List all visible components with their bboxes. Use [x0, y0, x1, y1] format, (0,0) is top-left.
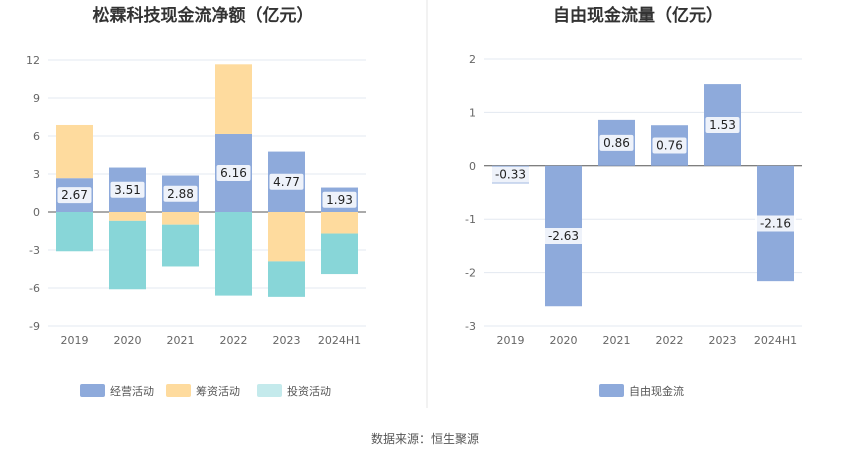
free-cash-flow-data-label-bg: [543, 228, 584, 245]
free-cash-flow-y-tick-label: 1: [469, 106, 476, 119]
free-cash-flow-data-label: -0.33: [495, 168, 526, 182]
free-cash-flow-x-tick-label: 2024H1: [754, 334, 797, 347]
free-cash-flow-chart: 自由现金流量（亿元） 2 1 0 -1 -2 -3 -0.33 -2.63 0.86 0.76 1…: [465, 5, 802, 398]
data-source-note: 数据来源：恒生聚源: [371, 431, 479, 446]
free-cash-flow-x-tick-label: 2020: [550, 334, 578, 347]
free-cash-flow-x-ticks: 2019 2020 2021 2022 2023 2024H1: [497, 334, 798, 347]
cash-flow-legend-label[interactable]: 经营活动: [110, 384, 154, 398]
free-cash-flow-y-tick-label: -3: [465, 320, 476, 333]
cash-flow-bar-投资活动-2020[interactable]: [109, 220, 146, 290]
free-cash-flow-data-label-bg: [599, 134, 634, 151]
cash-flow-legend-label[interactable]: 筹资活动: [196, 384, 240, 398]
free-cash-flow-chart-title: 自由现金流量（亿元）: [553, 5, 723, 26]
cash-flow-x-tick-label: 2022: [220, 334, 248, 347]
cash-flow-y-tick-label: -6: [29, 282, 40, 295]
cash-flow-data-label-bg: [110, 181, 145, 198]
cash-flow-legend[interactable]: 经营活动 筹资活动 投资活动: [80, 384, 331, 398]
cash-flow-bar-筹资活动-2024H1[interactable]: [321, 212, 358, 234]
free-cash-flow-y-tick-label: 0: [469, 160, 476, 173]
free-cash-flow-x-tick-label: 2023: [709, 334, 737, 347]
free-cash-flow-legend[interactable]: 自由现金流: [599, 384, 684, 398]
cash-flow-data-label: 1.93: [326, 193, 353, 207]
cash-flow-x-tick-label: 2019: [61, 334, 89, 347]
free-cash-flow-data-label-bg: [652, 137, 687, 154]
cash-flow-data-label-bg: [269, 173, 304, 190]
cash-flow-legend-swatch[interactable]: [257, 384, 282, 397]
free-cash-flow-legend-swatch[interactable]: [599, 384, 624, 397]
cash-flow-data-label: 2.88: [167, 187, 194, 201]
free-cash-flow-data-label-bg: [755, 215, 796, 232]
cash-flow-bar-筹资活动-2019[interactable]: [56, 124, 93, 179]
cash-flow-bars: [56, 64, 358, 297]
cash-flow-x-tick-label: 2021: [167, 334, 195, 347]
cash-flow-bar-投资活动-2021[interactable]: [162, 224, 199, 267]
cash-flow-data-label: 4.77: [273, 175, 300, 189]
cash-flow-data-label: 3.51: [114, 183, 141, 197]
free-cash-flow-data-labels: -0.33 -2.63 0.86 0.76 1.53 -2.16: [490, 116, 796, 245]
cash-flow-x-ticks: 2019 2020 2021 2022 2023 2024H1: [61, 334, 362, 347]
cash-flow-y-tick-label: -3: [29, 244, 40, 257]
free-cash-flow-data-label: 0.76: [656, 139, 683, 153]
cash-flow-y-tick-label: 0: [33, 206, 40, 219]
cash-flow-grid: 12 9 6 3 0 -3 -6 -9: [26, 54, 366, 333]
cash-flow-chart: 松霖科技现金流净额（亿元） 12 9 6 3 0 -3 -6 -9 2.67 3.51 2.88 6…: [26, 5, 366, 398]
cash-flow-data-label-bg: [163, 185, 198, 202]
free-cash-flow-y-tick-label: 2: [469, 53, 476, 66]
cash-flow-bar-投资活动-2022[interactable]: [215, 212, 252, 296]
free-cash-flow-x-tick-label: 2019: [497, 334, 525, 347]
cash-flow-y-tick-label: 3: [33, 168, 40, 181]
cash-flow-bar-筹资活动-2020[interactable]: [109, 212, 146, 221]
cash-flow-legend-label[interactable]: 投资活动: [287, 384, 331, 398]
cash-flow-x-tick-label: 2023: [273, 334, 301, 347]
free-cash-flow-y-tick-label: -1: [465, 213, 476, 226]
free-cash-flow-x-tick-label: 2021: [603, 334, 631, 347]
free-cash-flow-data-label: -2.16: [760, 216, 791, 230]
cash-flow-data-label: 2.67: [61, 188, 88, 202]
cash-flow-x-tick-label: 2024H1: [318, 334, 361, 347]
cash-flow-bar-投资活动-2024H1[interactable]: [321, 233, 358, 275]
free-cash-flow-y-tick-label: -2: [465, 267, 476, 280]
free-cash-flow-data-label: 1.53: [709, 118, 736, 132]
cash-flow-y-tick-label: 9: [33, 92, 40, 105]
cash-flow-y-tick-label: -9: [29, 320, 40, 333]
free-cash-flow-grid: 2 1 0 -1 -2 -3: [465, 53, 802, 333]
cash-flow-data-label: 6.16: [220, 166, 247, 180]
cash-flow-x-tick-label: 2020: [114, 334, 142, 347]
cash-flow-y-tick-label: 6: [33, 130, 40, 143]
free-cash-flow-data-label-bg: [490, 166, 531, 183]
free-cash-flow-data-label: -2.63: [548, 229, 579, 243]
cash-flow-chart-title: 松霖科技现金流净额（亿元）: [93, 5, 314, 26]
cash-flow-bar-筹资活动-2023[interactable]: [268, 212, 305, 262]
cash-flow-data-label-bg: [57, 187, 92, 204]
free-cash-flow-data-label-bg: [705, 116, 740, 133]
cash-flow-bar-筹资活动-2021[interactable]: [162, 212, 199, 225]
cash-flow-data-label-bg: [216, 164, 251, 181]
free-cash-flow-data-label: 0.86: [603, 136, 630, 150]
cash-flow-bar-投资活动-2023[interactable]: [268, 261, 305, 297]
cash-flow-legend-swatch[interactable]: [80, 384, 105, 397]
cash-flow-data-labels: 2.67 3.51 2.88 6.16 4.77 1.93: [57, 164, 357, 208]
cash-flow-y-tick-label: 12: [26, 54, 40, 67]
free-cash-flow-legend-label[interactable]: 自由现金流: [629, 384, 684, 398]
cash-flow-data-label-bg: [322, 191, 357, 208]
cash-flow-bar-筹资活动-2022[interactable]: [215, 64, 252, 134]
cash-flow-legend-swatch[interactable]: [166, 384, 191, 397]
cash-flow-bar-投资活动-2019[interactable]: [56, 212, 93, 252]
free-cash-flow-x-tick-label: 2022: [656, 334, 684, 347]
